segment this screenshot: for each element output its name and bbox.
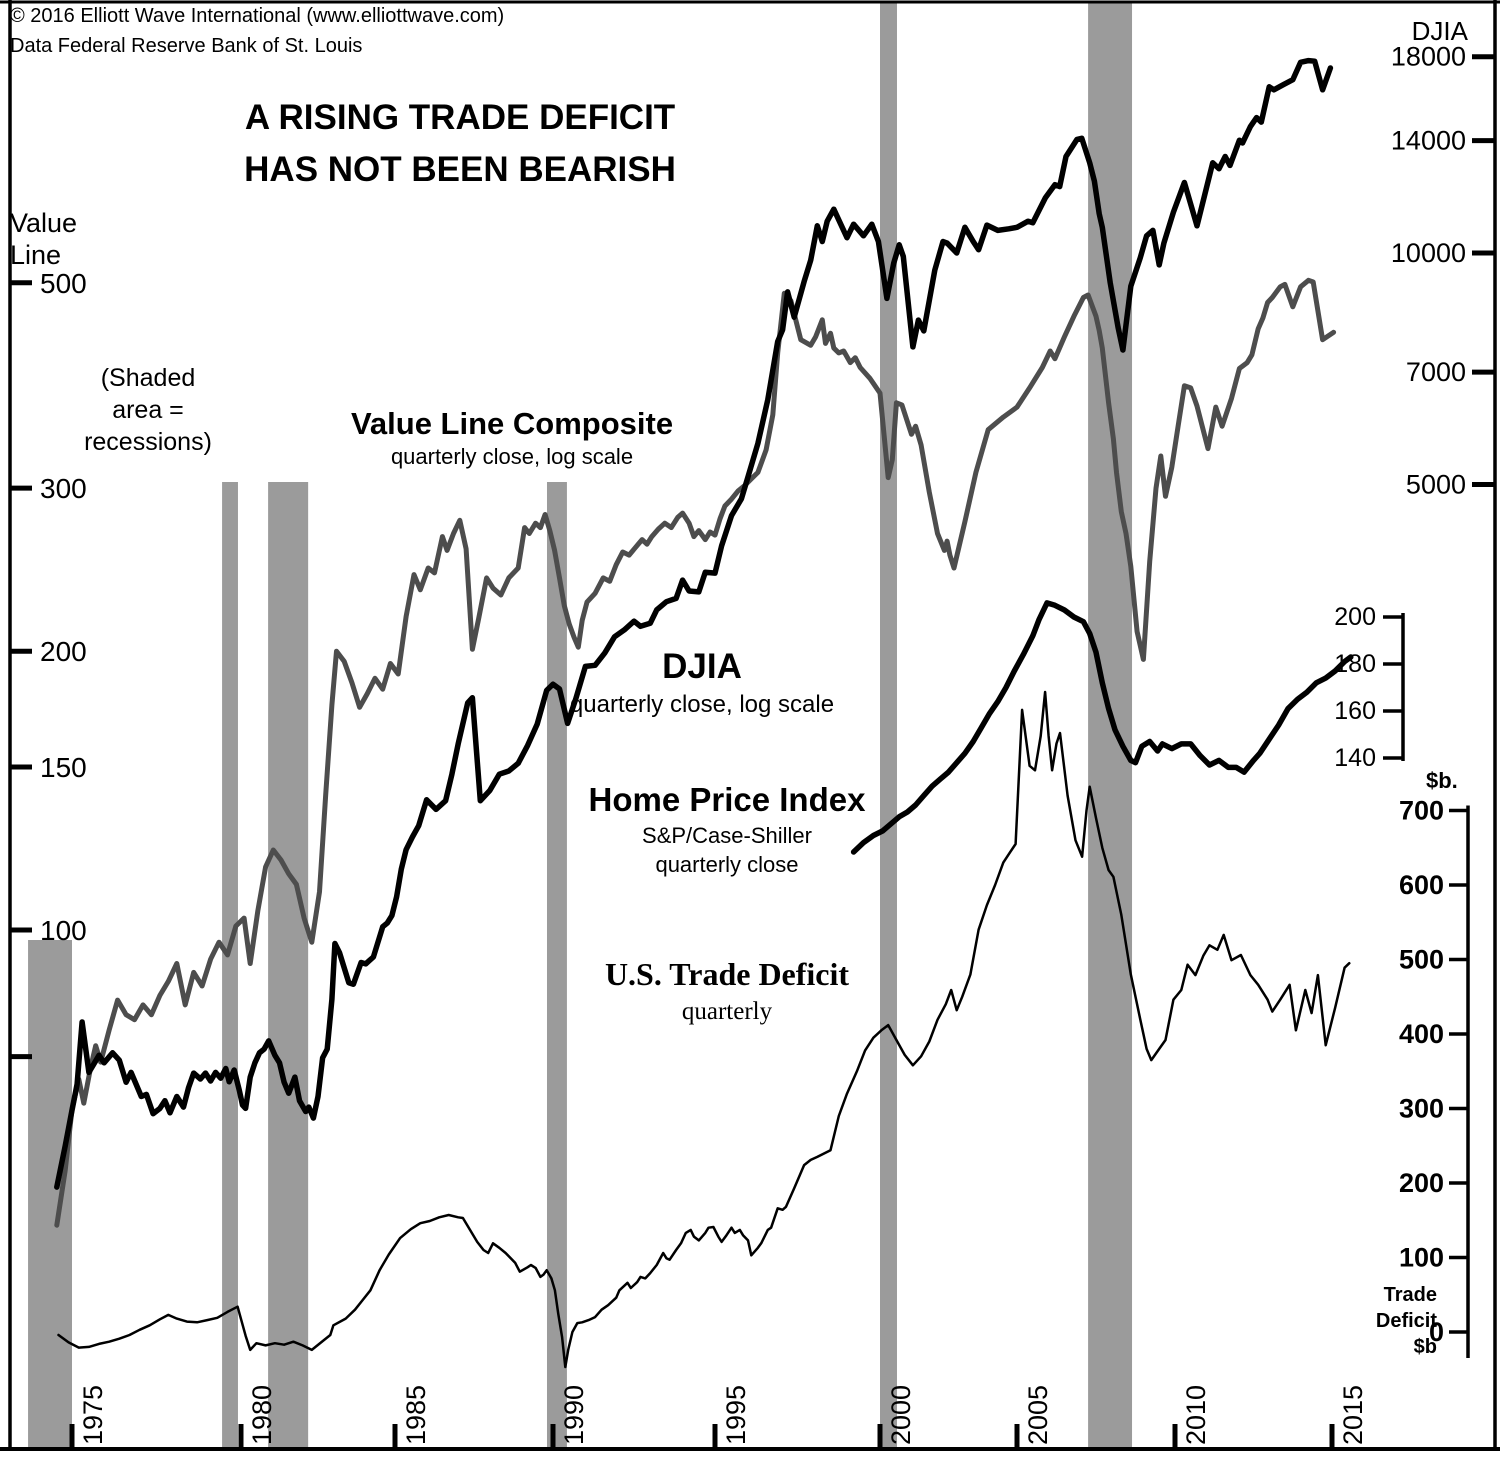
djia-axis-tick-label: 7000 — [1406, 357, 1466, 387]
deficit-axis-tick-label: 300 — [1399, 1094, 1444, 1124]
recession-bar — [28, 940, 73, 1449]
home_price-series-line — [850, 600, 1354, 855]
value-line-series-label: Value Line Composite — [350, 406, 674, 441]
deficit-axis-tick-label: 500 — [1399, 945, 1444, 975]
copyright-line-1: © 2016 Elliott Wave International (www.e… — [10, 5, 505, 27]
deficit-corner-label-line-3: $b — [1413, 1336, 1437, 1358]
deficit-axis-tick-label: 600 — [1399, 870, 1444, 900]
left-axis-tick-label: 150 — [40, 752, 87, 783]
year-axis-tick-label: 1980 — [247, 1385, 277, 1445]
year-axis-tick-label: 1975 — [78, 1385, 108, 1445]
shaded-note-line-3: recessions) — [84, 428, 212, 456]
recession-bar — [222, 482, 238, 1449]
djia-series-line — [54, 57, 1334, 1190]
copyright-line-2: Data Federal Reserve Bank of St. Louis — [10, 35, 363, 57]
trade_deficit-series-line — [57, 690, 1351, 1369]
left-axis-tick-label: 100 — [40, 915, 87, 946]
deficit-axis-tick-label: 700 — [1399, 796, 1444, 826]
deficit-axis-tick-label: 0 — [1429, 1317, 1444, 1347]
djia-axis-tick-label: 10000 — [1391, 238, 1466, 268]
deficit-axis-tick-label: 100 — [1399, 1243, 1444, 1273]
trade-deficit-series-label: U.S. Trade Deficit — [604, 956, 850, 992]
djia-series-sublabel: quarterly close, log scale — [569, 691, 835, 718]
left-axis-tick-label: 500 — [40, 268, 87, 299]
home-price-series-sublabel-2: quarterly close — [655, 852, 799, 877]
shaded-note-line-1: (Shaded — [100, 364, 196, 392]
recession-bar — [268, 482, 309, 1449]
year-axis-tick-label: 1985 — [401, 1385, 431, 1445]
year-axis-tick-label: 2005 — [1023, 1385, 1053, 1445]
home-price-series-label: Home Price Index — [588, 781, 866, 818]
recession-bar — [880, 3, 897, 1449]
home-price-axis-tick-label: 160 — [1334, 697, 1376, 725]
home-price-axis-tick-label: 180 — [1334, 650, 1376, 678]
left-axis-title-line-1: Value — [10, 208, 78, 238]
deficit-corner-label-line-2: Deficit — [1375, 1310, 1437, 1332]
deficit-axis-unit: $b. — [1426, 768, 1458, 793]
trade-deficit-series-sublabel: quarterly — [681, 998, 773, 1025]
deficit-axis-tick-label: 400 — [1399, 1019, 1444, 1049]
shaded-note-line-2: area = — [112, 396, 184, 424]
value-line-series-sublabel: quarterly close, log scale — [390, 444, 634, 469]
djia-axis-tick-label: 5000 — [1406, 469, 1466, 499]
recession-bar — [546, 482, 567, 1449]
home-price-series-sublabel-1: S&P/Case-Shiller — [642, 823, 812, 848]
djia-axis-tick-label: 14000 — [1391, 126, 1466, 156]
chart-title-line-1: A RISING TRADE DEFICIT — [244, 98, 676, 137]
year-axis-tick-label: 2010 — [1181, 1385, 1211, 1445]
home-price-axis-tick-label: 140 — [1334, 744, 1376, 772]
year-axis-tick-label: 1995 — [721, 1385, 751, 1445]
value_line-series-line — [54, 277, 1337, 1228]
left-axis-tick-label: 300 — [40, 473, 87, 504]
home-price-axis-tick-label: 200 — [1334, 603, 1376, 631]
chart-title-line-2: HAS NOT BEEN BEARISH — [244, 150, 676, 189]
left-axis-tick-label: 200 — [40, 636, 87, 667]
year-axis-tick-label: 2000 — [886, 1385, 916, 1445]
deficit-axis-tick-label: 200 — [1399, 1168, 1444, 1198]
djia-series-label: DJIA — [662, 647, 742, 686]
djia-axis-tick-label: 18000 — [1391, 42, 1466, 72]
year-axis-tick-label: 1990 — [559, 1385, 589, 1445]
left-axis-title-line-2: Line — [10, 240, 62, 270]
recession-bar — [1088, 3, 1133, 1449]
deficit-corner-label-line-1: Trade — [1383, 1284, 1437, 1306]
year-axis-tick-label: 2015 — [1338, 1385, 1368, 1445]
djia-axis-title: DJIA — [1411, 16, 1468, 46]
